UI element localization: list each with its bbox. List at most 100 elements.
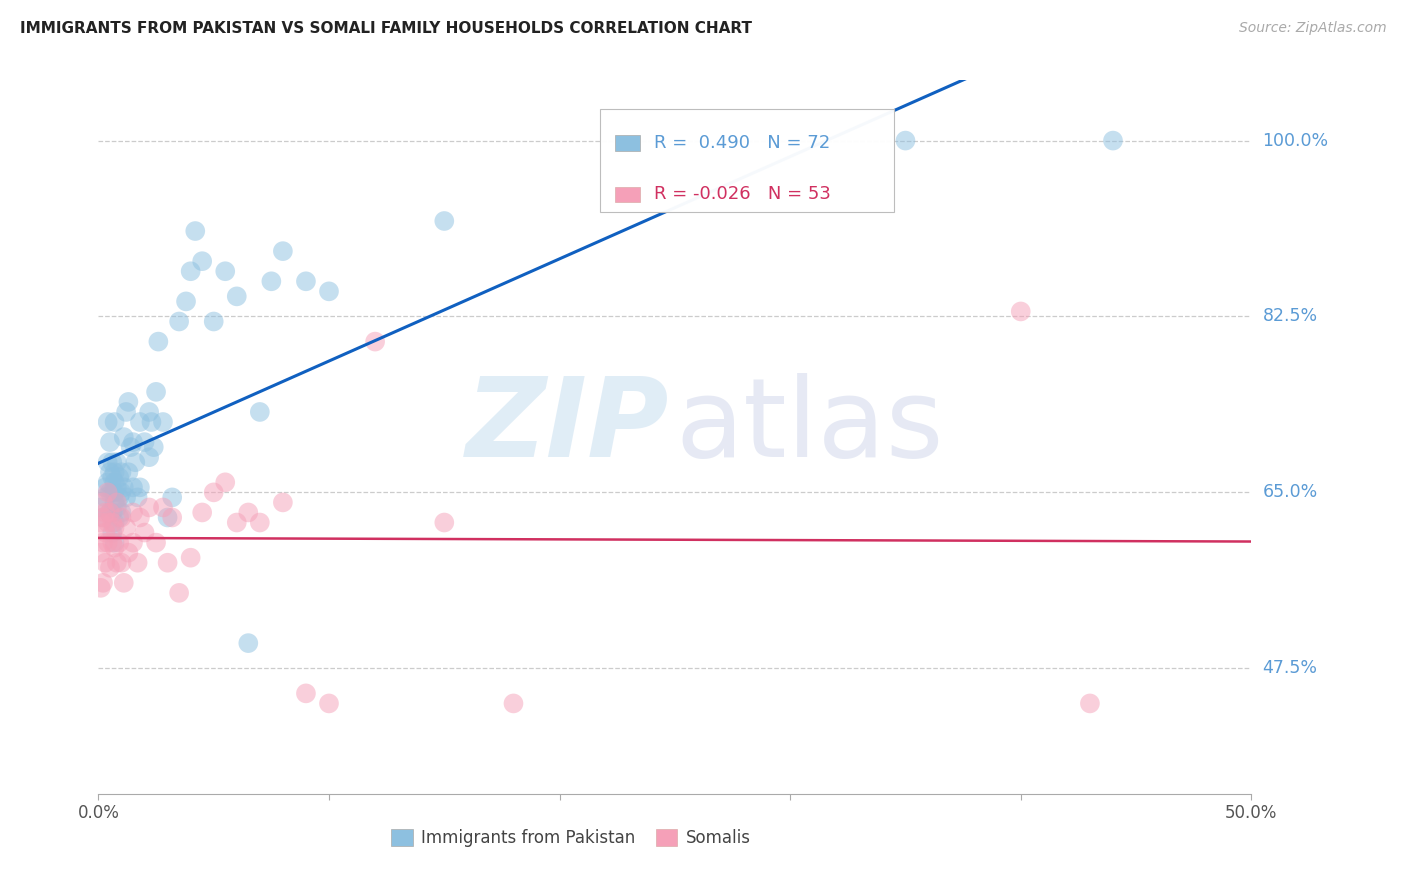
Point bbox=[108, 535, 131, 549]
Text: R = -0.026   N = 53: R = -0.026 N = 53 bbox=[654, 186, 831, 203]
Point bbox=[127, 556, 149, 570]
Text: 65.0%: 65.0% bbox=[1263, 483, 1317, 501]
Point bbox=[318, 697, 340, 711]
Point bbox=[98, 435, 121, 450]
Point bbox=[110, 485, 132, 500]
Point bbox=[129, 510, 152, 524]
Point bbox=[202, 485, 225, 500]
Point bbox=[97, 475, 120, 490]
Point bbox=[295, 274, 318, 288]
Point bbox=[184, 224, 207, 238]
Point bbox=[249, 516, 271, 530]
FancyBboxPatch shape bbox=[614, 136, 640, 151]
Point bbox=[214, 264, 236, 278]
Point bbox=[115, 520, 138, 534]
Point bbox=[94, 491, 117, 505]
Point bbox=[105, 500, 128, 515]
Point bbox=[103, 516, 125, 530]
Point bbox=[98, 506, 121, 520]
Point bbox=[225, 516, 247, 530]
Point bbox=[138, 405, 160, 419]
Point bbox=[433, 516, 456, 530]
Point bbox=[129, 415, 152, 429]
Point bbox=[91, 510, 114, 524]
Point bbox=[94, 556, 117, 570]
Point bbox=[134, 435, 156, 450]
Point bbox=[122, 435, 145, 450]
Point bbox=[115, 491, 138, 505]
Point bbox=[101, 485, 124, 500]
Point bbox=[138, 450, 160, 465]
Point bbox=[156, 510, 179, 524]
Point bbox=[103, 415, 125, 429]
Point bbox=[249, 405, 271, 419]
Point bbox=[90, 546, 112, 560]
Point bbox=[191, 254, 214, 268]
Point bbox=[1010, 304, 1032, 318]
Point bbox=[260, 274, 283, 288]
Point bbox=[103, 541, 125, 555]
Point bbox=[142, 440, 165, 454]
Point bbox=[97, 485, 120, 500]
Point bbox=[271, 495, 294, 509]
Point bbox=[108, 491, 131, 505]
Point bbox=[127, 491, 149, 505]
Point bbox=[122, 480, 145, 494]
Point bbox=[103, 465, 125, 479]
Point bbox=[91, 510, 114, 524]
Text: atlas: atlas bbox=[675, 373, 943, 480]
Point bbox=[97, 516, 120, 530]
Point bbox=[1102, 134, 1125, 148]
Point bbox=[894, 134, 917, 148]
Point bbox=[124, 455, 146, 469]
Point bbox=[214, 475, 236, 490]
Point bbox=[167, 314, 190, 328]
Point bbox=[97, 535, 120, 549]
Point bbox=[103, 485, 125, 500]
Text: IMMIGRANTS FROM PAKISTAN VS SOMALI FAMILY HOUSEHOLDS CORRELATION CHART: IMMIGRANTS FROM PAKISTAN VS SOMALI FAMIL… bbox=[20, 21, 752, 36]
Legend: Immigrants from Pakistan, Somalis: Immigrants from Pakistan, Somalis bbox=[385, 822, 758, 854]
Point bbox=[318, 285, 340, 299]
Point bbox=[110, 556, 132, 570]
Point bbox=[90, 500, 112, 515]
Point bbox=[433, 214, 456, 228]
Text: ZIP: ZIP bbox=[465, 373, 669, 480]
Point bbox=[122, 506, 145, 520]
Point bbox=[141, 415, 163, 429]
Point bbox=[1078, 697, 1101, 711]
FancyBboxPatch shape bbox=[600, 109, 894, 212]
Point bbox=[138, 500, 160, 515]
Point bbox=[160, 491, 183, 505]
Point bbox=[134, 525, 156, 540]
Point bbox=[91, 535, 114, 549]
Point bbox=[90, 516, 112, 530]
Point bbox=[101, 506, 124, 520]
Point bbox=[110, 506, 132, 520]
Point bbox=[101, 516, 124, 530]
Point bbox=[129, 480, 152, 494]
Point bbox=[502, 697, 524, 711]
Point bbox=[101, 525, 124, 540]
Point bbox=[108, 510, 131, 524]
Point bbox=[98, 485, 121, 500]
Point bbox=[238, 506, 260, 520]
Point bbox=[98, 465, 121, 479]
Point bbox=[160, 510, 183, 524]
Point bbox=[180, 550, 202, 565]
Point bbox=[105, 495, 128, 509]
Point bbox=[101, 455, 124, 469]
Point bbox=[112, 480, 135, 494]
Point bbox=[117, 546, 139, 560]
Point bbox=[94, 506, 117, 520]
Point bbox=[103, 475, 125, 490]
Point bbox=[191, 506, 214, 520]
Point bbox=[112, 430, 135, 444]
Point bbox=[174, 294, 197, 309]
Point bbox=[148, 334, 170, 349]
Point bbox=[156, 556, 179, 570]
Point bbox=[225, 289, 247, 303]
Point bbox=[103, 535, 125, 549]
Text: R =  0.490   N = 72: R = 0.490 N = 72 bbox=[654, 134, 831, 152]
Point bbox=[152, 415, 174, 429]
Point bbox=[91, 495, 114, 509]
